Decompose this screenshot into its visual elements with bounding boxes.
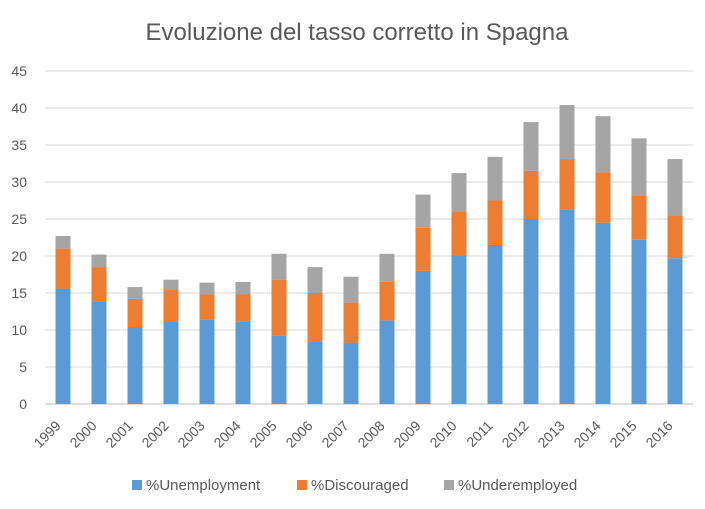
bar-segment-discouraged-2011 bbox=[487, 200, 503, 245]
bar-segment-discouraged-2001 bbox=[127, 298, 143, 328]
x-tick-label: 2016 bbox=[642, 417, 675, 450]
bar-segment-underemployed-2004 bbox=[235, 281, 251, 295]
bar-segment-unemployment-2016 bbox=[667, 258, 683, 404]
bar-segment-underemployed-2005 bbox=[271, 253, 287, 280]
bar-segment-unemployment-2008 bbox=[379, 320, 395, 404]
bar-segment-unemployment-2005 bbox=[271, 335, 287, 404]
bar-segment-discouraged-2012 bbox=[523, 170, 539, 219]
bar-segment-unemployment-2003 bbox=[199, 319, 215, 404]
x-tick-label: 2005 bbox=[246, 417, 279, 450]
legend-label-unemployment: %Unemployment bbox=[146, 477, 261, 494]
bar-segment-discouraged-2010 bbox=[451, 211, 467, 256]
bar-segment-discouraged-2015 bbox=[631, 195, 647, 240]
x-tick-label: 2008 bbox=[354, 417, 387, 450]
y-tick-label: 25 bbox=[11, 211, 27, 227]
bar-segment-underemployed-2016 bbox=[667, 159, 683, 216]
x-tick-label: 2006 bbox=[282, 417, 315, 450]
bar-segment-discouraged-2013 bbox=[559, 159, 575, 210]
legend-swatch-underemployed bbox=[444, 480, 454, 490]
bar-segment-discouraged-2007 bbox=[343, 302, 359, 343]
grid-lines bbox=[45, 70, 693, 405]
x-tick-label: 2013 bbox=[534, 417, 567, 450]
bar-segment-unemployment-1999 bbox=[55, 288, 71, 404]
bar-segment-underemployed-2003 bbox=[199, 282, 215, 295]
bar-segment-underemployed-1999 bbox=[55, 236, 71, 249]
x-tick-label: 2001 bbox=[102, 417, 135, 450]
bar-segment-underemployed-2012 bbox=[523, 122, 539, 171]
x-tick-label: 2002 bbox=[138, 417, 171, 450]
x-tick-label: 2000 bbox=[66, 417, 99, 450]
bar-segment-discouraged-2003 bbox=[199, 294, 215, 320]
bar-segment-underemployed-2011 bbox=[487, 156, 503, 201]
bar-segment-underemployed-2002 bbox=[163, 279, 179, 291]
bar-segment-unemployment-2001 bbox=[127, 327, 143, 404]
x-tick-label: 2004 bbox=[210, 417, 243, 450]
chart-title: Evoluzione del tasso corretto in Spagna bbox=[146, 19, 570, 46]
bar-segment-underemployed-2000 bbox=[91, 254, 107, 268]
bar-segment-underemployed-2014 bbox=[595, 116, 611, 173]
bar-segment-underemployed-2008 bbox=[379, 253, 395, 282]
bar-segment-unemployment-2000 bbox=[91, 301, 107, 404]
y-axis-ticks: 0 5 10 15 20 25 30 35 40 45 bbox=[11, 63, 27, 412]
bar-segment-unemployment-2012 bbox=[523, 219, 539, 404]
y-tick-label: 35 bbox=[11, 137, 27, 153]
bar-segment-discouraged-2002 bbox=[163, 290, 179, 322]
y-tick-label: 5 bbox=[19, 359, 27, 375]
bar-segment-unemployment-2014 bbox=[595, 222, 611, 404]
x-tick-label: 2009 bbox=[390, 417, 423, 450]
y-tick-label: 30 bbox=[11, 174, 27, 190]
x-axis-ticks: 1999 2000 2001 2002 2003 2004 2005 2006 2007 2008… bbox=[30, 417, 675, 450]
x-tick-label: 2011 bbox=[463, 417, 496, 450]
y-tick-label: 45 bbox=[11, 63, 27, 79]
x-tick-label: 1999 bbox=[30, 417, 63, 450]
x-tick-label: 2014 bbox=[570, 417, 603, 450]
bar-segment-discouraged-2009 bbox=[415, 227, 431, 271]
bar-segment-unemployment-2002 bbox=[163, 321, 179, 404]
y-tick-label: 0 bbox=[19, 396, 27, 412]
bar-segment-discouraged-2004 bbox=[235, 294, 251, 322]
bar-segment-underemployed-2009 bbox=[415, 194, 431, 228]
bar-segment-discouraged-2006 bbox=[307, 293, 323, 342]
x-tick-label: 2010 bbox=[426, 417, 459, 450]
bars bbox=[55, 105, 683, 404]
bar-segment-underemployed-2007 bbox=[343, 276, 359, 303]
bar-segment-unemployment-2009 bbox=[415, 270, 431, 404]
bar-segment-unemployment-2011 bbox=[487, 244, 503, 404]
legend-label-discouraged: %Discouraged bbox=[311, 477, 409, 494]
bar-segment-discouraged-2016 bbox=[667, 215, 683, 259]
bar-segment-unemployment-2015 bbox=[631, 239, 647, 404]
x-tick-label: 2007 bbox=[318, 417, 351, 450]
y-tick-label: 40 bbox=[11, 100, 27, 116]
x-tick-label: 2003 bbox=[174, 417, 207, 450]
bar-segment-underemployed-2015 bbox=[631, 138, 647, 196]
y-tick-label: 20 bbox=[11, 248, 27, 264]
bar-segment-discouraged-2014 bbox=[595, 172, 611, 223]
bar-segment-discouraged-2000 bbox=[91, 267, 107, 302]
x-tick-label: 2015 bbox=[606, 417, 639, 450]
x-tick-label: 2012 bbox=[498, 417, 531, 450]
bar-segment-discouraged-2005 bbox=[271, 279, 287, 336]
bar-segment-discouraged-2008 bbox=[379, 281, 395, 321]
y-tick-label: 10 bbox=[11, 322, 27, 338]
bar-segment-underemployed-2013 bbox=[559, 105, 575, 160]
y-tick-label: 15 bbox=[11, 285, 27, 301]
legend-swatch-unemployment bbox=[132, 480, 142, 490]
bar-segment-underemployed-2010 bbox=[451, 173, 467, 212]
bar-segment-unemployment-2004 bbox=[235, 321, 251, 404]
bar-segment-discouraged-1999 bbox=[55, 248, 71, 289]
bar-segment-unemployment-2006 bbox=[307, 341, 323, 404]
legend-label-underemployed: %Underemployed bbox=[458, 477, 577, 494]
bar-segment-underemployed-2006 bbox=[307, 267, 323, 293]
bar-segment-unemployment-2010 bbox=[451, 256, 467, 404]
bar-segment-underemployed-2001 bbox=[127, 287, 143, 299]
bar-segment-unemployment-2007 bbox=[343, 342, 359, 404]
legend-swatch-discouraged bbox=[297, 480, 307, 490]
legend: %Unemployment %Discouraged %Underemployed bbox=[132, 477, 577, 494]
bar-segment-unemployment-2013 bbox=[559, 209, 575, 404]
